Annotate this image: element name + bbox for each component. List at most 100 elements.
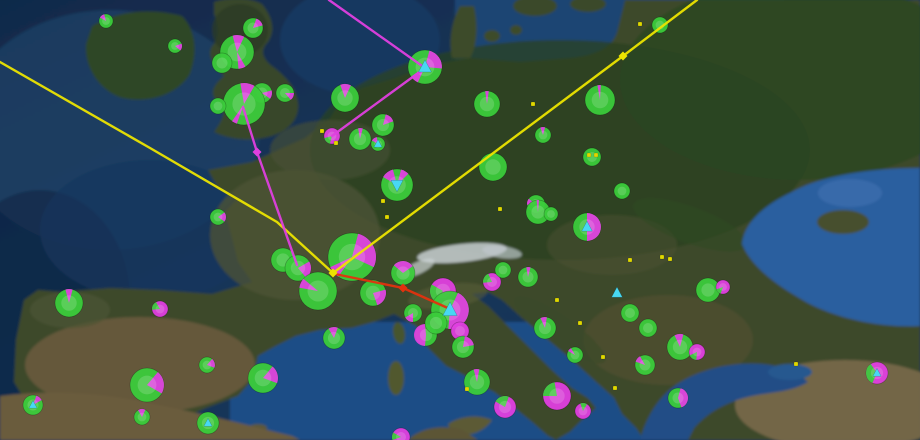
poi-dot[interactable]: [497, 206, 503, 212]
pie-slice: [262, 90, 273, 99]
dinaric-alps: [514, 296, 606, 364]
pie-slice: [678, 388, 689, 408]
direction-triangle-icon[interactable]: [28, 399, 38, 409]
jutland: [450, 6, 477, 58]
direction-triangle-icon[interactable]: [373, 138, 383, 148]
pie-inner-highlight: [538, 321, 552, 335]
pie-slice: [383, 114, 394, 125]
sea-of-marmara: [768, 364, 812, 380]
waypoint-diamond-icon[interactable]: [328, 268, 338, 278]
danish-isle: [510, 25, 522, 35]
poi-dot[interactable]: [464, 386, 470, 392]
pie-slice: [526, 267, 531, 277]
pie-slice: [405, 313, 413, 322]
direction-triangle-icon[interactable]: [390, 180, 404, 193]
direction-triangle-icon[interactable]: [581, 220, 593, 232]
pie-marker[interactable]: [620, 303, 640, 323]
pie-slice: [689, 352, 697, 360]
direction-triangle-icon[interactable]: [203, 417, 213, 427]
waypoint-diamond-icon[interactable]: [398, 283, 408, 293]
pie-inner-highlight: [672, 392, 684, 404]
pie-inner-highlight: [213, 101, 223, 111]
pie-slice: [414, 324, 426, 346]
pie-inner-highlight: [639, 359, 651, 371]
pie-inner-highlight: [625, 308, 635, 318]
direction-triangle-icon[interactable]: [611, 286, 623, 298]
pie-slice: [482, 273, 492, 283]
route-yellow[interactable]: [0, 0, 699, 275]
pie-marker[interactable]: [209, 97, 227, 115]
pie-marker[interactable]: [582, 147, 602, 167]
pie-inner-highlight: [531, 205, 545, 219]
pie-slice: [299, 278, 318, 291]
direction-triangle-icon[interactable]: [418, 59, 432, 73]
poi-dot[interactable]: [667, 256, 673, 262]
poi-dot[interactable]: [586, 152, 592, 158]
pie-inner-highlight: [456, 340, 470, 354]
scania: [513, 0, 557, 16]
pie-slice: [358, 128, 363, 139]
iberia-terrain: [25, 317, 255, 413]
black-sea: [742, 168, 920, 327]
waypoint-diamond-icon[interactable]: [252, 147, 262, 157]
pie-inner-highlight: [365, 285, 381, 301]
pie-marker[interactable]: [494, 261, 512, 279]
poi-dot[interactable]: [319, 128, 325, 134]
poi-dot[interactable]: [600, 354, 606, 360]
pie-slice: [138, 408, 146, 417]
poi-dot[interactable]: [593, 152, 599, 158]
pyrenees: [195, 298, 275, 312]
pie-marker[interactable]: [211, 52, 233, 74]
pie-inner-highlight: [307, 280, 329, 302]
pie-slice: [542, 382, 557, 396]
poi-dot[interactable]: [380, 198, 386, 204]
pie-inner-highlight: [547, 210, 555, 218]
pie-slice: [866, 364, 877, 383]
poi-dot[interactable]: [612, 385, 618, 391]
crimea: [817, 210, 869, 234]
corsica: [392, 322, 406, 344]
pie-inner-highlight: [522, 271, 534, 283]
alps-snow: [482, 245, 522, 259]
pie-slice: [495, 396, 509, 407]
pie-slice: [392, 432, 401, 440]
pie-slice: [540, 317, 547, 328]
poi-dot[interactable]: [637, 21, 643, 27]
direction-triangle-icon[interactable]: [442, 301, 458, 316]
pie-marker[interactable]: [651, 16, 669, 34]
pie-slice: [674, 333, 684, 347]
pie-slice: [175, 43, 183, 51]
poi-dot[interactable]: [659, 254, 665, 260]
pie-slice: [253, 18, 263, 28]
poi-dot[interactable]: [793, 361, 799, 367]
pie-inner-highlight: [227, 42, 247, 62]
pie-slice: [237, 52, 246, 69]
ireland: [85, 11, 195, 100]
poi-dot[interactable]: [384, 214, 390, 220]
pie-inner-highlight: [327, 331, 341, 345]
pie-inner-highlight: [570, 350, 580, 360]
poi-dot[interactable]: [577, 320, 583, 326]
pie-marker[interactable]: [613, 182, 631, 200]
poi-dot[interactable]: [333, 140, 339, 146]
pie-inner-highlight: [137, 375, 157, 395]
poi-dot[interactable]: [530, 101, 536, 107]
poi-dot[interactable]: [554, 297, 560, 303]
pie-marker[interactable]: [638, 318, 658, 338]
pie-marker[interactable]: [543, 206, 559, 222]
pie-slice: [568, 348, 575, 355]
pie-inner-highlight: [254, 369, 272, 387]
pie-slice: [33, 395, 42, 405]
pie-inner-highlight: [337, 90, 353, 106]
pie-slice: [298, 261, 312, 278]
pie-inner-highlight: [290, 260, 306, 276]
pie-slice: [635, 356, 645, 365]
poi-dot[interactable]: [627, 257, 633, 263]
pie-slice: [99, 14, 106, 21]
direction-triangle-icon[interactable]: [872, 367, 882, 377]
pie-marker[interactable]: [424, 311, 448, 335]
pie-inner-highlight: [396, 432, 406, 440]
pie-slice: [429, 284, 443, 303]
waypoint-diamond-icon[interactable]: [618, 51, 628, 61]
